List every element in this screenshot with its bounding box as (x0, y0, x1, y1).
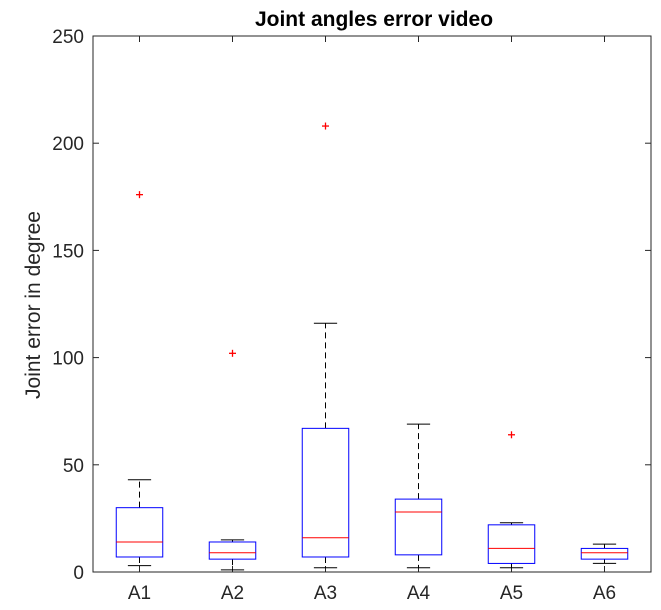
box-A3 (301, 427, 350, 558)
x-tick-label: A4 (407, 583, 431, 604)
y-tick-label: 0 (73, 563, 84, 584)
y-tick-label: 100 (52, 349, 84, 370)
box-A4 (394, 498, 443, 556)
box-A1 (115, 507, 164, 558)
x-tick-label: A2 (221, 583, 244, 604)
y-tick-label: 250 (52, 27, 84, 48)
x-tick-label: A6 (593, 583, 616, 604)
box-A2 (208, 541, 257, 560)
x-tick-label: A1 (128, 583, 151, 604)
y-tick-label: 50 (63, 456, 84, 477)
y-axis-label: Joint error in degree (22, 211, 45, 399)
box-A5 (487, 524, 536, 564)
y-tick-label: 150 (52, 241, 84, 262)
axes-frame (92, 35, 652, 573)
y-tick-label: 200 (52, 134, 84, 155)
chart-title: Joint angles error video (255, 8, 493, 31)
plot-area: 0 50 100 150 200 250 A1 A2 A3 A4 A5 A6 (52, 27, 652, 604)
box-A6 (580, 547, 629, 560)
x-tick-label: A5 (500, 583, 523, 604)
x-tick-label: A3 (314, 583, 337, 604)
